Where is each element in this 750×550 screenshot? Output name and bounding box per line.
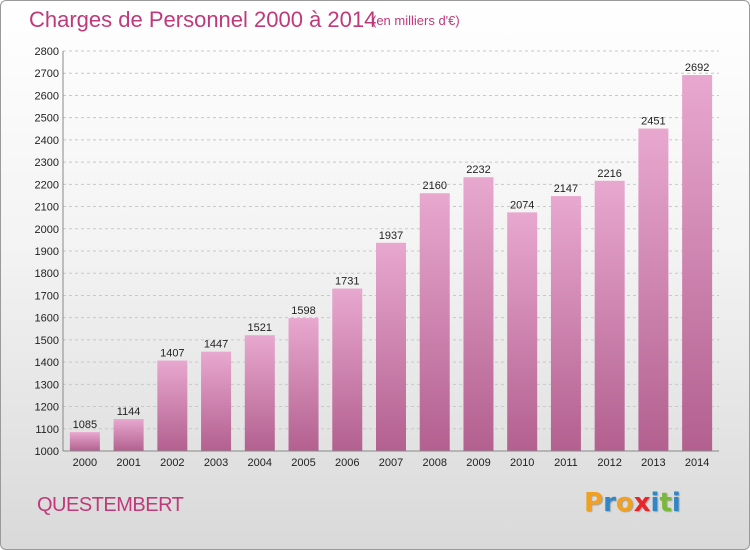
- y-tick-label: 2300: [35, 157, 59, 169]
- y-tick-label: 2700: [35, 68, 59, 80]
- bar-2005: [288, 318, 319, 451]
- bar-2003: [201, 351, 232, 451]
- x-tick-label-2001: 2001: [116, 457, 140, 469]
- commune-name: QUESTEMBERT: [37, 494, 184, 516]
- logo-letter: i: [650, 488, 660, 518]
- x-tick-label-2000: 2000: [73, 457, 97, 469]
- y-tick-label: 2500: [35, 113, 59, 125]
- y-tick-label: 2000: [35, 224, 59, 236]
- chart-subtitle: (en milliers d'€): [372, 13, 460, 28]
- x-tick-label-2009: 2009: [466, 457, 490, 469]
- data-label-2002: 1407: [160, 348, 184, 360]
- x-tick-label-2006: 2006: [335, 457, 359, 469]
- y-tick-label: 1600: [35, 313, 59, 325]
- data-label-2005: 1598: [291, 305, 315, 317]
- bar-2011: [550, 196, 581, 451]
- y-tick-label: 2100: [35, 202, 59, 214]
- data-label-2013: 2451: [641, 116, 665, 128]
- data-labels: 1085 1144 1407 1447 1521 1598 1731 1937 2160 2232…: [73, 62, 710, 431]
- x-tick-label-2014: 2014: [685, 457, 709, 469]
- x-tick-label-2011: 2011: [554, 457, 578, 469]
- data-label-2003: 1447: [204, 339, 228, 351]
- data-label-2012: 2216: [597, 168, 621, 180]
- bar-2007: [376, 242, 406, 451]
- data-label-2006: 1731: [335, 276, 359, 288]
- logo-letter: t: [659, 488, 672, 518]
- y-tick-label: 1500: [35, 335, 59, 347]
- proxiti-logo: Proxiti: [584, 488, 681, 518]
- x-tick-label-2005: 2005: [291, 457, 315, 469]
- x-tick-label-2008: 2008: [422, 457, 446, 469]
- bar-2004: [244, 335, 275, 451]
- bars: [69, 75, 713, 452]
- x-tick-label-2013: 2013: [641, 457, 665, 469]
- x-tick-label-2007: 2007: [379, 457, 403, 469]
- x-tick-label-2010: 2010: [510, 457, 534, 469]
- bar-2000: [69, 432, 100, 451]
- logo-letter: P: [584, 488, 604, 518]
- y-tick-label: 1100: [35, 424, 59, 436]
- y-tick-label: 1200: [35, 402, 59, 414]
- x-axis: 2000 2001 2002 2003 2004 2005 2006 2007 2008 2009…: [63, 450, 719, 469]
- data-label-2009: 2232: [466, 164, 490, 176]
- y-tick-label: 2400: [35, 135, 59, 147]
- bar-2014: [682, 75, 713, 451]
- bar-2006: [332, 288, 363, 451]
- bar-2013: [638, 128, 669, 452]
- data-label-2000: 1085: [73, 419, 97, 431]
- bar-2012: [594, 180, 625, 451]
- bar-2002: [157, 360, 188, 451]
- x-tick-label-2002: 2002: [160, 457, 184, 469]
- data-label-2004: 1521: [248, 322, 272, 334]
- data-label-2008: 2160: [422, 180, 446, 192]
- x-tick-label-2004: 2004: [248, 457, 272, 469]
- y-axis: 1000 1100 1200 1300 1400 1500 1600 1700 1800 1900…: [35, 46, 64, 458]
- y-tick-label: 1800: [35, 268, 59, 280]
- bar-2001: [113, 419, 144, 451]
- data-label-2007: 1937: [379, 230, 403, 242]
- data-label-2001: 1144: [117, 406, 141, 418]
- y-tick-label: 1400: [35, 357, 59, 369]
- bar-2008: [419, 193, 450, 451]
- logo-letter: i: [671, 488, 681, 518]
- y-tick-label: 2600: [35, 90, 59, 102]
- logo-letter: o: [615, 488, 634, 518]
- y-tick-label: 2800: [35, 46, 59, 58]
- x-tick-label-2003: 2003: [204, 457, 228, 469]
- chart-title: Charges de Personnel 2000 à 2014: [29, 7, 377, 32]
- data-label-2010: 2074: [510, 199, 534, 211]
- y-tick-label: 2200: [35, 179, 59, 191]
- y-tick-label: 1000: [35, 446, 59, 458]
- y-tick-label: 1700: [35, 290, 59, 302]
- y-tick-label: 1900: [35, 246, 59, 258]
- x-tick-label-2012: 2012: [597, 457, 621, 469]
- bar-2010: [507, 212, 538, 451]
- y-tick-label: 1300: [35, 379, 59, 391]
- data-label-2014: 2692: [685, 62, 709, 74]
- logo-letter: r: [603, 488, 616, 518]
- logo-letter: x: [633, 488, 651, 518]
- bar-2009: [463, 177, 494, 451]
- data-label-2011: 2147: [554, 183, 578, 195]
